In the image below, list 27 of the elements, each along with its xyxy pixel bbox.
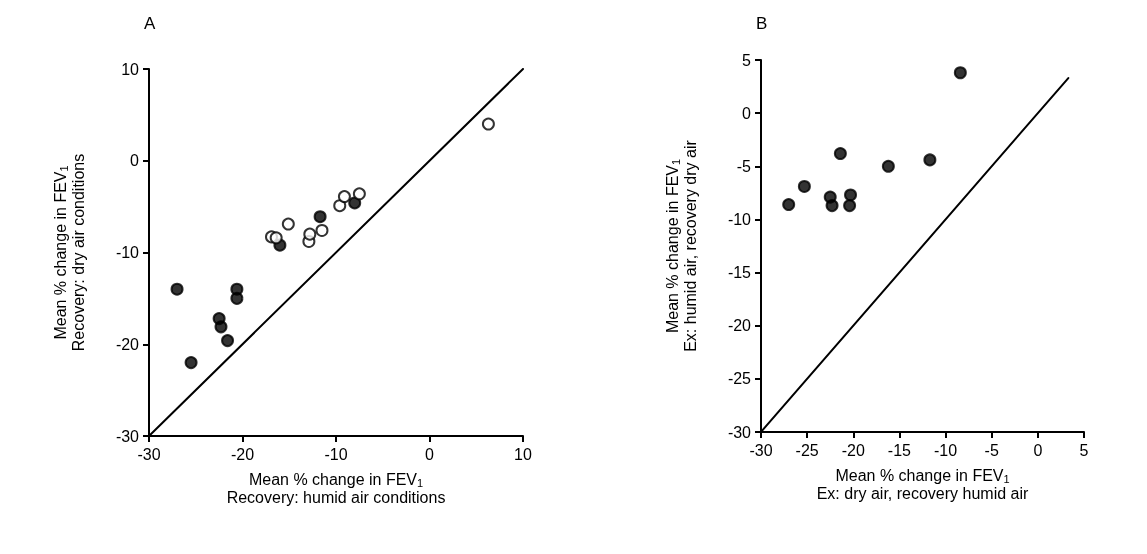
x-tick-label: 10 (514, 445, 532, 463)
y-tick-label: -25 (727, 370, 752, 388)
x-tick-label: -10 (324, 445, 348, 463)
x-tick-label: -5 (984, 441, 999, 459)
x-tick-label: -20 (841, 441, 865, 459)
y-tick-label: -30 (115, 427, 140, 445)
x-tick-label: 5 (1079, 441, 1089, 459)
y-tick-label: -10 (115, 244, 140, 261)
y-tick-label: 5 (742, 51, 752, 69)
chart-title: A (144, 14, 156, 33)
x-tick-label: -15 (887, 441, 912, 459)
x-tick-label: -30 (137, 445, 161, 463)
y-tick-label: 10 (121, 60, 140, 78)
y-tick-label: 0 (742, 104, 752, 122)
x-tick-label: -20 (230, 445, 255, 463)
y-tick-label: -15 (727, 264, 752, 282)
y-tick-label: -20 (727, 317, 752, 335)
x-tick-label: 0 (425, 445, 435, 463)
y-tick-label: -30 (727, 423, 752, 441)
y-tick-label: -10 (727, 210, 752, 228)
x-tick-label: -10 (934, 441, 958, 459)
y-tick-label: -5 (736, 157, 752, 175)
y-tick-label: -20 (115, 335, 140, 353)
chart-title: B (756, 14, 768, 33)
x-tick-label: 0 (1033, 441, 1043, 459)
x-tick-label: -25 (795, 441, 819, 459)
y-tick-label: 0 (130, 152, 140, 170)
